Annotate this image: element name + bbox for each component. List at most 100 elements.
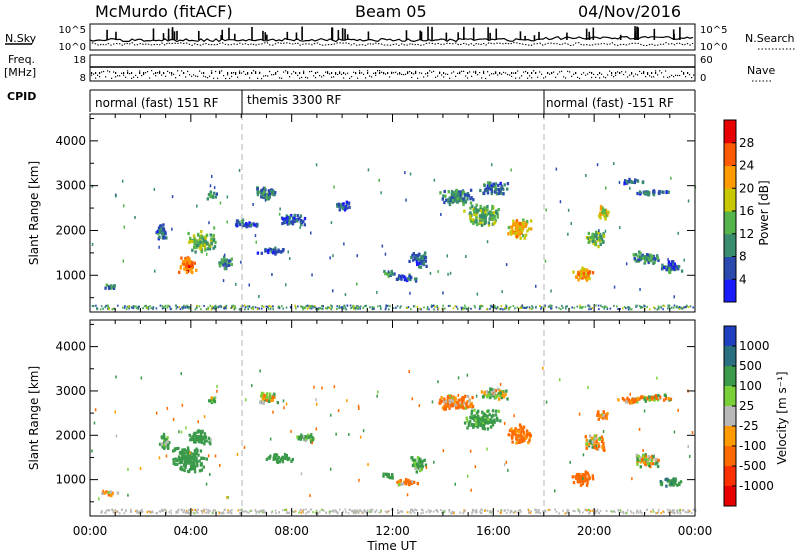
power-cell (398, 274, 401, 278)
velocity-cell (506, 397, 509, 401)
velocity-ground-scatter-cell (596, 510, 598, 513)
velocity-noise-cell (457, 376, 460, 380)
time-tick-label: 04:00 (174, 524, 209, 538)
power-ground-scatter-cell (266, 305, 269, 308)
power-cell (267, 250, 270, 255)
velocity-cell (420, 468, 423, 472)
velocity-colorbar-swatch (724, 466, 736, 487)
velocity-ground-scatter-cell (177, 511, 179, 514)
velocity-cell (208, 440, 211, 444)
velocity-cell (574, 475, 577, 479)
velocity-cell (669, 397, 673, 401)
velocity-ground-scatter-cell (538, 509, 540, 512)
nave-point (525, 70, 527, 73)
power-ground-scatter-cell (379, 305, 381, 308)
velocity-ground-scatter-cell (293, 511, 295, 513)
nave-point (343, 72, 345, 74)
power-cell (481, 215, 484, 219)
nave-point (541, 73, 543, 75)
power-ground-scatter-cell (619, 308, 621, 310)
power-ground-scatter-cell (447, 305, 450, 307)
power-cell (179, 265, 183, 269)
power-ground-scatter-cell (354, 308, 357, 311)
velocity-ground-scatter-cell (686, 511, 689, 514)
velocity-cell (489, 418, 492, 422)
nave-point (389, 76, 391, 78)
velocity-ground-scatter-cell (622, 512, 625, 515)
velocity-ground-scatter-cell (100, 511, 102, 514)
velocity-cell (592, 437, 595, 441)
velocity-noise-cell (285, 402, 288, 406)
power-ground-scatter-cell (379, 306, 382, 309)
velocity-cell (411, 456, 414, 460)
velocity-cell (389, 476, 392, 480)
velocity-cell (310, 440, 313, 444)
power-ground-scatter-cell (668, 305, 670, 308)
power-cell (481, 213, 484, 217)
power-cell (641, 253, 644, 257)
velocity-cell (200, 434, 203, 438)
power-ground-scatter-cell (175, 304, 177, 307)
power-colorbar-tick-label: 16 (739, 204, 754, 218)
velocity-ground-scatter-cell (676, 512, 679, 514)
velocity-cell (662, 398, 666, 402)
power-ground-scatter-cell (310, 306, 312, 309)
velocity-colorbar-tick-label: 1000 (739, 339, 770, 353)
power-cell (448, 196, 451, 200)
nave-point (193, 74, 195, 76)
velocity-ground-scatter-cell (101, 510, 103, 513)
velocity-cell (194, 434, 198, 438)
velocity-colorbar-label: Velocity [m s⁻¹] (775, 371, 789, 464)
power-cell (421, 254, 424, 258)
power-cell (180, 256, 183, 260)
velocity-cell (586, 478, 589, 482)
velocity-cell (411, 464, 415, 468)
power-cell (601, 210, 604, 214)
velocity-cell (386, 474, 389, 478)
power-cell (579, 274, 582, 278)
velocity-ground-scatter-cell (520, 510, 522, 513)
velocity-colorbar-swatch (724, 486, 736, 507)
velocity-noise-cell (504, 463, 506, 467)
velocity-cell (593, 445, 596, 449)
nave-point (579, 77, 581, 80)
power-cell (599, 242, 602, 246)
velocity-cell (297, 437, 300, 441)
nave-point (453, 71, 455, 73)
velocity-cell (267, 399, 271, 403)
velocity-cell (667, 397, 671, 401)
power-noise-cell (171, 227, 173, 231)
power-ground-scatter-cell (225, 304, 228, 307)
nave-point (297, 74, 299, 76)
power-ground-scatter-cell (460, 308, 463, 311)
power-cell (491, 217, 494, 221)
velocity-cell (495, 416, 499, 420)
velocity-ground-scatter-cell (118, 512, 121, 515)
power-noise-cell (625, 262, 628, 266)
power-cell (447, 200, 450, 204)
velocity-cell (301, 435, 304, 439)
velocity-noise-cell (251, 384, 253, 388)
velocity-cell (469, 404, 472, 409)
nsky-tick-min: 10^0 (59, 42, 86, 53)
power-ground-scatter-cell (100, 305, 103, 308)
nave-point (281, 77, 283, 79)
velocity-cell (585, 446, 588, 450)
nave-point (339, 71, 341, 73)
velocity-cell (202, 456, 206, 460)
velocity-ground-scatter-cell (613, 509, 615, 512)
velocity-noise-cell (582, 477, 584, 481)
velocity-cell (200, 438, 204, 442)
power-cell (395, 277, 399, 281)
nave-point (503, 71, 505, 73)
velocity-ground-scatter-cell (274, 509, 277, 512)
nave-point (363, 73, 365, 75)
velocity-noise-cell (226, 496, 228, 499)
power-cell (458, 198, 461, 202)
freq-frame (89, 54, 696, 82)
power-ground-scatter-cell (692, 306, 694, 309)
velocity-ground-scatter-cell (480, 511, 482, 514)
nave-point (397, 73, 399, 75)
velocity-cell (501, 391, 504, 395)
velocity-noise-cell (269, 437, 272, 441)
